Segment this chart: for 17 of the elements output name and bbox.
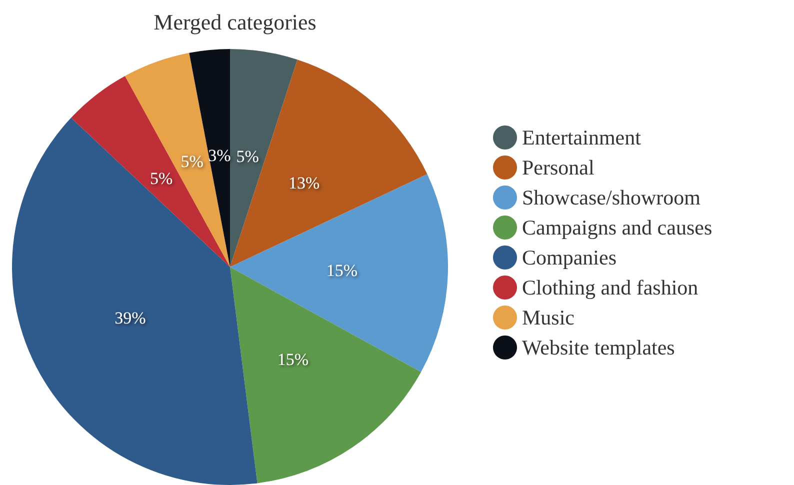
data-label: 5% bbox=[150, 169, 173, 188]
data-label: 5% bbox=[180, 152, 204, 172]
data-label: 5% bbox=[236, 146, 259, 166]
legend-label: Entertainment bbox=[522, 126, 642, 150]
legend-label: Clothing and fashion bbox=[522, 276, 699, 300]
data-label: 3% bbox=[208, 146, 231, 165]
chart-title: Merged categories bbox=[154, 10, 316, 34]
data-label: 15% bbox=[326, 261, 358, 280]
legend-label: Campaigns and causes bbox=[522, 216, 712, 240]
data-label: 13% bbox=[288, 173, 320, 192]
legend-label: Personal bbox=[522, 156, 594, 180]
legend-label: Companies bbox=[522, 246, 616, 270]
legend-label: Music bbox=[522, 306, 574, 330]
legend-label: Website templates bbox=[522, 336, 675, 360]
data-label: 15% bbox=[277, 350, 309, 370]
legend-label: Showcase/showroom bbox=[522, 186, 700, 210]
data-label: 39% bbox=[114, 308, 146, 328]
